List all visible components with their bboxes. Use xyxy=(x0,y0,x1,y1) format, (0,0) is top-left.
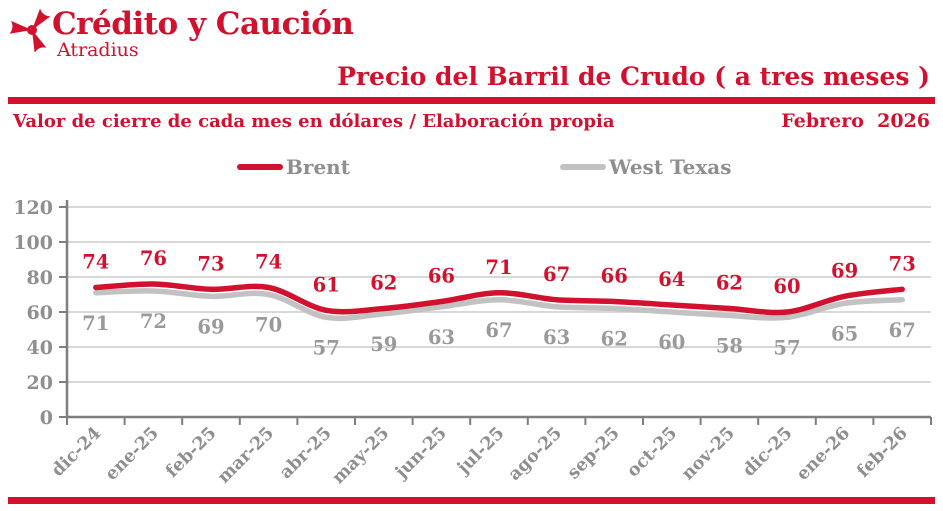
brent-data-label: 60 xyxy=(773,275,800,298)
west-texas-data-label: 70 xyxy=(255,314,282,337)
y-axis-label: 20 xyxy=(27,372,53,394)
brent-data-label: 64 xyxy=(658,268,685,291)
x-axis-label: may-25 xyxy=(329,423,394,488)
legend-label-west-texas: West Texas xyxy=(609,155,732,179)
x-axis-label: dic-24 xyxy=(48,423,105,480)
x-axis-label: jun-25 xyxy=(391,423,451,483)
west-texas-data-label: 63 xyxy=(543,326,570,349)
brent-data-label: 74 xyxy=(82,251,109,274)
brent-data-label: 61 xyxy=(313,273,340,296)
footer-bar xyxy=(8,497,935,504)
page-title: Precio del Barril de Crudo ( a tres mese… xyxy=(337,62,930,91)
legend-item-west-texas: West Texas xyxy=(560,155,732,179)
x-axis-label: mar-25 xyxy=(214,423,278,487)
legend-item-brent: Brent xyxy=(237,155,350,179)
west-texas-data-label: 72 xyxy=(140,310,167,333)
brent-data-label: 73 xyxy=(197,252,224,275)
x-axis-label: abr-25 xyxy=(276,423,336,483)
west-texas-data-label: 67 xyxy=(889,319,916,342)
brand-logo-icon xyxy=(9,8,51,52)
brent-data-label: 73 xyxy=(889,252,916,275)
x-axis-label: nov-25 xyxy=(678,423,739,484)
west-texas-data-label: 67 xyxy=(485,319,512,342)
west-texas-data-label: 57 xyxy=(773,336,800,359)
west-texas-data-label: 59 xyxy=(370,333,397,356)
legend-label-brent: Brent xyxy=(286,155,350,179)
brand-subtitle: Atradius xyxy=(57,39,139,61)
brent-data-label: 62 xyxy=(716,272,743,295)
y-axis-label: 80 xyxy=(27,267,53,289)
west-texas-data-label: 62 xyxy=(601,328,628,351)
y-axis-label: 40 xyxy=(27,337,53,359)
west-texas-data-label: 57 xyxy=(313,336,340,359)
x-axis-label: ene-26 xyxy=(793,423,854,484)
brent-data-label: 66 xyxy=(428,265,455,288)
report-date: Febrero 2026 xyxy=(781,110,930,132)
y-axis-label: 0 xyxy=(40,407,53,429)
brent-data-label: 67 xyxy=(543,263,570,286)
x-axis-label: sep-25 xyxy=(564,423,624,483)
x-axis-label: ene-25 xyxy=(102,423,163,484)
brent-data-label: 69 xyxy=(831,259,858,282)
x-axis-label: feb-26 xyxy=(853,423,911,481)
y-axis-label: 60 xyxy=(27,302,53,324)
header-divider xyxy=(8,97,935,104)
brent-data-label: 62 xyxy=(370,272,397,295)
west-texas-data-label: 58 xyxy=(716,335,743,358)
brent-line-swatch xyxy=(237,164,283,170)
brent-line xyxy=(93,281,905,316)
west-texas-data-label: 69 xyxy=(197,315,224,338)
west-texas-data-label: 60 xyxy=(658,331,685,354)
x-axis-label: feb-25 xyxy=(162,423,220,481)
west-texas-data-label: 63 xyxy=(428,326,455,349)
chart-subtitle: Valor de cierre de cada mes en dólares /… xyxy=(13,111,615,132)
brand-name: Crédito y Caución xyxy=(52,6,354,42)
y-axis-label: 120 xyxy=(13,197,53,219)
x-axis-label: jul-25 xyxy=(452,423,508,479)
brent-data-label: 74 xyxy=(255,251,282,274)
west-texas-data-label: 65 xyxy=(831,322,858,345)
x-axis-label: oct-25 xyxy=(623,423,681,481)
brent-data-label: 76 xyxy=(140,247,167,270)
y-axis-label: 100 xyxy=(13,232,53,254)
x-axis-label: ago-25 xyxy=(505,423,566,484)
x-axis-label: dic-25 xyxy=(739,423,796,480)
brent-data-label: 71 xyxy=(485,256,512,279)
west-texas-line xyxy=(93,288,905,322)
west-texas-data-label: 71 xyxy=(82,312,109,335)
brent-data-label: 66 xyxy=(601,265,628,288)
west-texas-line-swatch xyxy=(560,164,606,170)
